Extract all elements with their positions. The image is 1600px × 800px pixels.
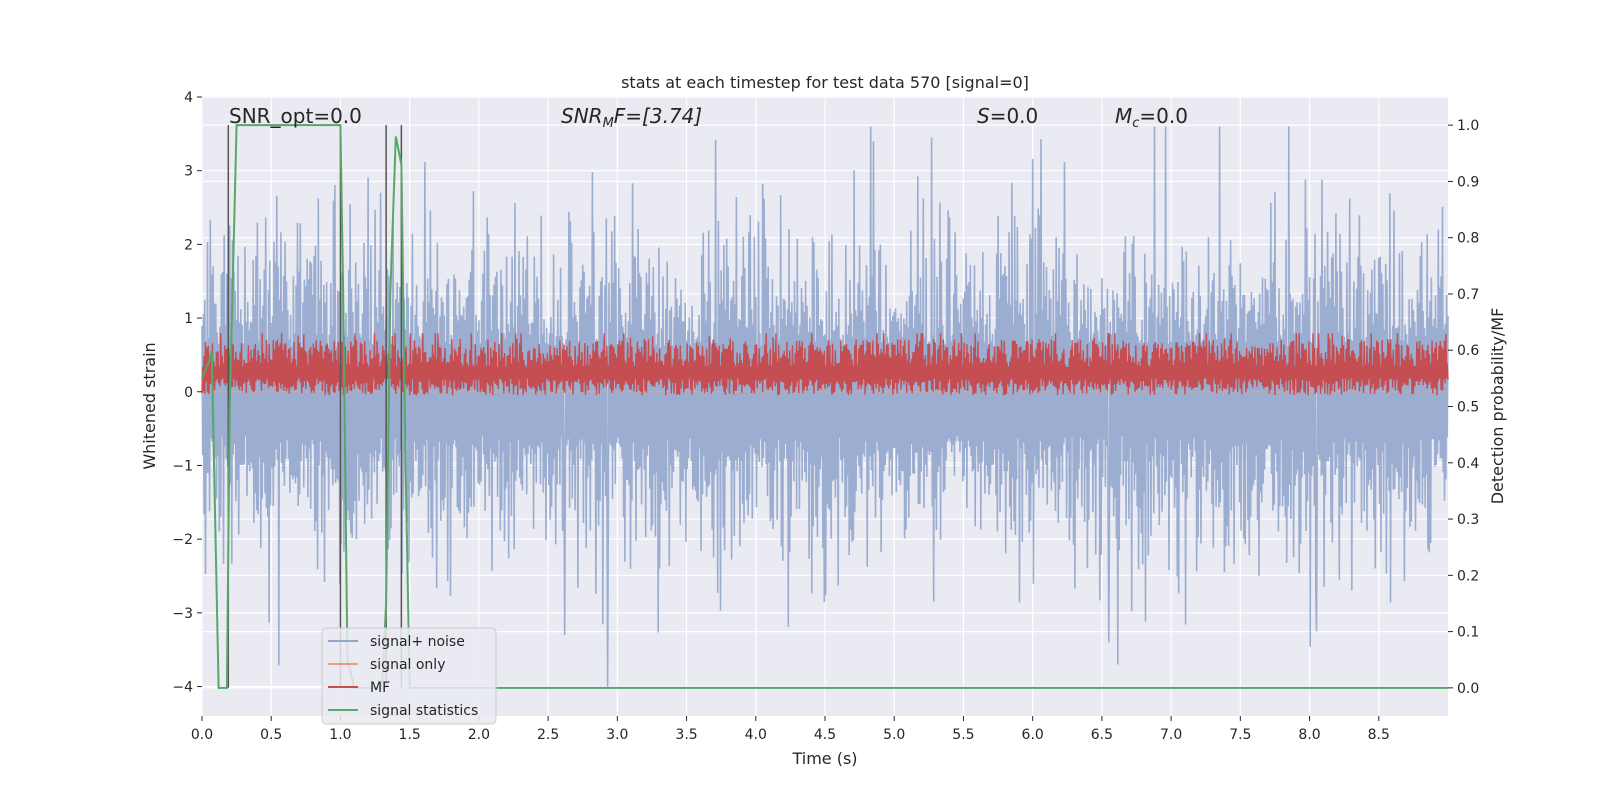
annotation-snr-mf-name: SNR — [561, 104, 603, 128]
x-tick-label: 6.0 — [1022, 727, 1044, 743]
x-tick-label: 4.0 — [745, 727, 767, 743]
legend-box — [321, 627, 497, 725]
chart-title: stats at each timestep for test data 570… — [621, 73, 1029, 92]
y-axis-ticks: 4 3 2 1 0 −1 −2 −3 −4 — [172, 90, 202, 696]
x-tick-label: 2.0 — [468, 727, 490, 743]
annotation-mc: Mc=0.0 — [1115, 104, 1188, 131]
x-tick-label: 0.0 — [191, 727, 213, 743]
y2-tick-label: 0.0 — [1457, 681, 1479, 697]
signal-statistics-series — [201, 124, 1448, 689]
x-tick-label: 7.5 — [1229, 727, 1251, 743]
x-tick-label: 3.0 — [606, 727, 628, 743]
x-tick-label: 6.5 — [1091, 727, 1113, 743]
y-axis-label: Whitened strain — [140, 342, 159, 469]
legend-label-signal-only: signal only — [370, 657, 445, 673]
mf-line — [201, 333, 1449, 396]
annotation-mc-sub: c — [1132, 116, 1139, 131]
x-tick-label: 3.5 — [675, 727, 697, 743]
legend-label-signal-statistics: signal statistics — [370, 703, 478, 719]
x-tick-label: 5.0 — [883, 727, 905, 743]
y-tick-label: −3 — [172, 606, 193, 622]
x-tick-label: 8.5 — [1368, 727, 1390, 743]
y2-tick-label: 0.8 — [1457, 231, 1479, 247]
y2-tick-label: 0.1 — [1457, 625, 1479, 641]
y2-axis-label: Detection probability/MF — [1488, 308, 1507, 505]
y2-tick-label: 0.9 — [1457, 174, 1479, 190]
x-axis-ticks: 0.0 0.5 1.0 1.5 2.0 2.5 3.0 3.5 4.0 4.5 5.0 5.5 6.0 6… — [191, 716, 1390, 743]
signal-statistics-line — [201, 124, 1448, 689]
legend-label-mf: MF — [370, 680, 390, 696]
y-tick-label: 4 — [184, 90, 193, 106]
y2-tick-label: 0.2 — [1457, 568, 1479, 584]
y-tick-label: −4 — [172, 680, 193, 696]
annotation-s-name: S — [977, 104, 990, 128]
mf-series — [201, 333, 1449, 396]
x-tick-label: 1.0 — [329, 727, 351, 743]
x-tick-label: 7.0 — [1160, 727, 1182, 743]
annotation-s: S=0.0 — [977, 104, 1038, 128]
y2-tick-label: 0.3 — [1457, 512, 1479, 528]
y-tick-label: −2 — [172, 532, 193, 548]
legend: signal+ noise signal only MF signal stat… — [321, 627, 497, 725]
y2-tick-label: 0.6 — [1457, 343, 1479, 359]
x-tick-label: 2.5 — [537, 727, 559, 743]
y-tick-label: 0 — [184, 385, 193, 401]
x-tick-label: 8.0 — [1298, 727, 1320, 743]
annotation-s-rest: =0.0 — [990, 104, 1039, 128]
y2-axis-ticks: 1.0 0.9 0.8 0.7 0.6 0.5 0.4 0.3 0.2 0.1 0.0 — [1448, 118, 1479, 697]
x-axis-label: Time (s) — [791, 749, 857, 768]
x-tick-label: 5.5 — [952, 727, 974, 743]
annotation-snr-mf-sub: M — [603, 116, 614, 131]
x-tick-label: 4.5 — [814, 727, 836, 743]
y-tick-label: −1 — [172, 458, 193, 474]
y2-tick-label: 1.0 — [1457, 118, 1479, 134]
annotation-snr-mf-rest: F=[3.74] — [614, 104, 702, 128]
legend-label-noise: signal+ noise — [370, 634, 465, 650]
annotation-snr-mf: SNRMF=[3.74] — [561, 104, 702, 131]
y-tick-label: 3 — [184, 164, 193, 180]
x-tick-label: 0.5 — [260, 727, 282, 743]
y-tick-label: 2 — [184, 237, 193, 253]
x-tick-label: 1.5 — [399, 727, 421, 743]
y2-tick-label: 0.5 — [1457, 400, 1479, 416]
y2-tick-label: 0.4 — [1457, 456, 1479, 472]
y-tick-label: 1 — [184, 311, 193, 327]
annotation-mc-rest: =0.0 — [1139, 104, 1188, 128]
y2-tick-label: 0.7 — [1457, 287, 1479, 303]
annotation-mc-name: M — [1115, 104, 1132, 128]
annotation-snr-opt: SNR_opt=0.0 — [229, 104, 362, 128]
